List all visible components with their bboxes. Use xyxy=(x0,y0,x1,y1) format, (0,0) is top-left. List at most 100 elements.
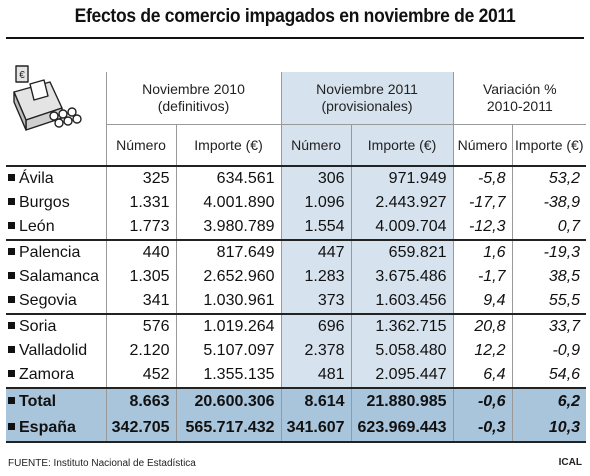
cell-numero-2010: 440 xyxy=(105,239,176,265)
cell-importe-2011: 21.880.985 xyxy=(350,387,454,415)
cell-variacion-importe: 10,3 xyxy=(511,415,587,443)
header-2010-line1: Noviembre 2010 xyxy=(142,81,245,97)
cell-numero-2011: 306 xyxy=(280,165,352,191)
row-label-cell: León xyxy=(6,215,106,240)
bullet-square-icon xyxy=(8,198,15,205)
cell-numero-2010: 452 xyxy=(105,363,176,388)
cell-importe-2011: 5.058.480 xyxy=(350,339,454,363)
bullet-square-icon xyxy=(8,272,15,279)
table-row: Soria 576 1.019.264 696 1.362.715 20,8 33,7 xyxy=(6,313,587,339)
row-label-cell: Zamora xyxy=(6,363,106,388)
row-label-cell: Burgos xyxy=(6,191,106,215)
cell-importe-2010: 634.561 xyxy=(175,165,282,191)
cell-importe-2011: 4.009.704 xyxy=(350,215,454,240)
cell-numero-2011: 696 xyxy=(280,313,352,339)
header-importe-2010: Importe (€) xyxy=(175,124,282,166)
cell-variacion-importe: 53,2 xyxy=(511,165,587,191)
cell-importe-2010: 20.600.306 xyxy=(175,387,282,415)
cell-numero-2010: 8.663 xyxy=(105,387,176,415)
brand-credit: ICAL xyxy=(558,457,582,468)
row-label-cell: Soria xyxy=(6,313,106,339)
cell-numero-2011: 447 xyxy=(280,239,352,265)
cell-importe-2010: 565.717.432 xyxy=(175,415,282,443)
row-label-cell: Salamanca xyxy=(6,265,106,289)
cell-importe-2010: 1.355.135 xyxy=(175,363,282,388)
table-row: Zamora 452 1.355.135 481 2.095.447 6,4 54,6 xyxy=(6,363,587,388)
page-title: Efectos de comercio impagados en noviemb… xyxy=(74,6,516,27)
cell-numero-2011: 1.096 xyxy=(280,191,352,215)
table-row: Segovia 341 1.030.961 373 1.603.456 9,4 55,5 xyxy=(6,289,587,314)
cell-numero-2011: 481 xyxy=(280,363,352,388)
header-variation-line2: 2010-2011 xyxy=(486,98,553,114)
header-corner xyxy=(6,72,106,125)
cell-numero-2010: 2.120 xyxy=(105,339,176,363)
cell-variacion-importe: -38,9 xyxy=(511,191,587,215)
data-table: Noviembre 2010 (definitivos) Noviembre 2… xyxy=(6,72,587,443)
row-label-cell: Segovia xyxy=(6,289,106,314)
header-variation-line1: Variación % xyxy=(482,81,557,97)
header-group-variation: Variación % 2010-2011 xyxy=(452,72,587,125)
bullet-square-icon xyxy=(8,174,15,181)
header-sub-corner xyxy=(6,125,106,167)
cell-importe-2010: 3.980.789 xyxy=(175,215,282,240)
cell-variacion-numero: -5,8 xyxy=(452,165,513,191)
cell-numero-2010: 1.305 xyxy=(105,265,176,289)
cell-importe-2010: 1.019.264 xyxy=(175,313,282,339)
header-group-row: Noviembre 2010 (definitivos) Noviembre 2… xyxy=(6,72,587,125)
header-importe-2011: Importe (€) xyxy=(350,124,454,166)
table-row: Salamanca 1.305 2.652.960 1.283 3.675.486 -1,… xyxy=(6,265,587,289)
header-group-2011: Noviembre 2011 (provisionales) xyxy=(280,72,454,125)
euro-glyph: € xyxy=(19,70,25,81)
cell-numero-2010: 341 xyxy=(105,289,176,314)
header-numero-variation: Número xyxy=(452,124,513,166)
cell-variacion-importe: 33,7 xyxy=(511,313,587,339)
cell-numero-2010: 576 xyxy=(105,313,176,339)
bullet-square-icon xyxy=(8,322,15,329)
title-divider xyxy=(6,37,584,39)
cell-importe-2010: 4.001.890 xyxy=(175,191,282,215)
row-label-cell: Palencia xyxy=(6,239,106,265)
row-label: Ávila xyxy=(19,170,54,187)
row-label: España xyxy=(19,419,76,436)
cell-variacion-importe: 38,5 xyxy=(511,265,587,289)
cell-variacion-numero: 6,4 xyxy=(452,363,513,388)
row-label: Palencia xyxy=(19,244,81,261)
source-note: FUENTE: Instituto Nacional de Estadístic… xyxy=(8,458,196,469)
cell-variacion-numero: 12,2 xyxy=(452,339,513,363)
cell-importe-2010: 1.030.961 xyxy=(175,289,282,314)
bullet-square-icon xyxy=(8,346,15,353)
row-label: Segovia xyxy=(19,292,77,309)
cell-variacion-numero: -1,7 xyxy=(452,265,513,289)
cell-numero-2011: 1.554 xyxy=(280,215,352,240)
cell-numero-2011: 1.283 xyxy=(280,265,352,289)
cell-variacion-numero: 9,4 xyxy=(452,289,513,314)
total-row: Total 8.663 20.600.306 8.614 21.880.985 -0,6 6… xyxy=(6,387,587,415)
row-label: Valladolid xyxy=(19,342,88,359)
header-2011-line2: (provisionales) xyxy=(321,98,413,114)
cell-numero-2010: 1.331 xyxy=(105,191,176,215)
bullet-square-icon xyxy=(8,296,15,303)
cell-variacion-importe: 55,5 xyxy=(511,289,587,314)
cash-register-icon: € xyxy=(13,65,82,131)
cell-importe-2010: 2.652.960 xyxy=(175,265,282,289)
row-label: Burgos xyxy=(19,194,70,211)
table-row: Burgos 1.331 4.001.890 1.096 2.443.927 -17,7-… xyxy=(6,191,587,215)
header-group-2010: Noviembre 2010 (definitivos) xyxy=(105,72,282,125)
bullet-square-icon xyxy=(8,370,15,377)
row-label: Soria xyxy=(19,318,57,335)
cell-importe-2011: 3.675.486 xyxy=(350,265,454,289)
cell-variacion-numero: -0,3 xyxy=(452,415,513,443)
cell-importe-2011: 1.362.715 xyxy=(350,313,454,339)
cell-numero-2011: 2.378 xyxy=(280,339,352,363)
cell-variacion-numero: -12,3 xyxy=(452,215,513,240)
cell-variacion-importe: 54,6 xyxy=(511,363,587,388)
header-2011-line1: Noviembre 2011 xyxy=(316,81,418,97)
cell-importe-2011: 2.443.927 xyxy=(350,191,454,215)
cell-numero-2011: 341.607 xyxy=(280,415,352,443)
cell-numero-2011: 8.614 xyxy=(280,387,352,415)
bullet-square-icon xyxy=(8,222,15,229)
table-row: Ávila 325 634.561 306 971.949 -5,8 53,2 xyxy=(6,165,587,191)
cell-numero-2011: 373 xyxy=(280,289,352,314)
cell-importe-2011: 1.603.456 xyxy=(350,289,454,314)
cell-variacion-numero: 1,6 xyxy=(452,239,513,265)
